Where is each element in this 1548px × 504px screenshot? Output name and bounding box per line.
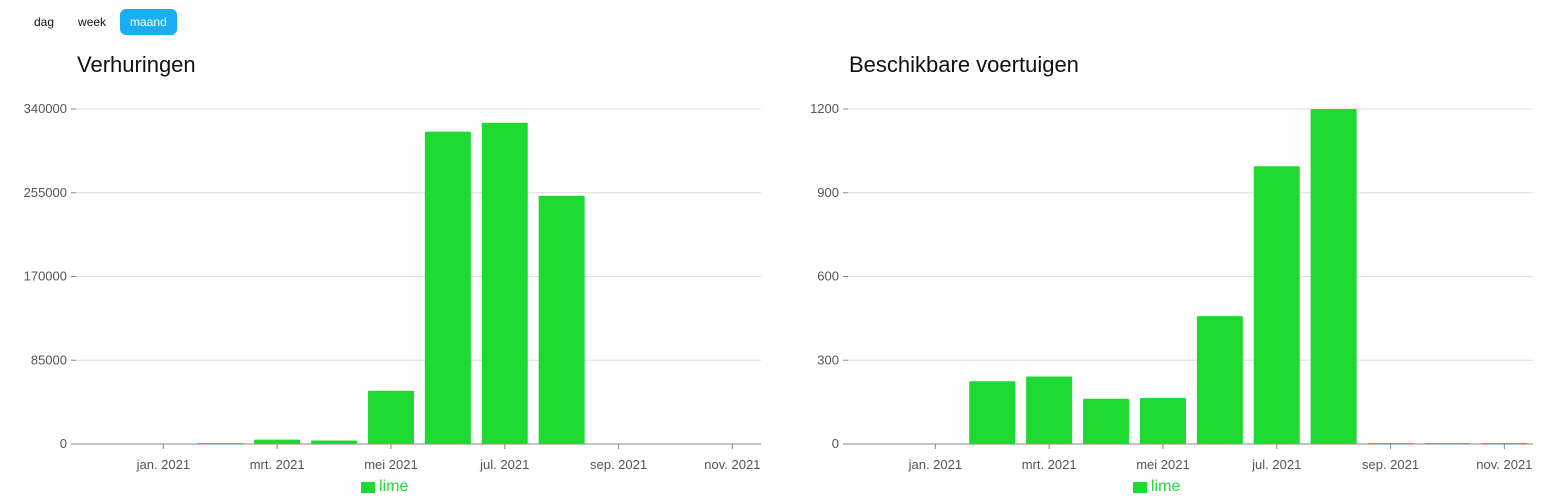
bar	[367, 390, 414, 444]
x-tick-label: nov. 2021	[1476, 457, 1532, 472]
x-tick-label: mei 2021	[364, 457, 417, 472]
bar	[311, 440, 358, 444]
chart-beschikbare-voertuigen: 0 300 600 900 1200 jan. 2021 mrt. 2021 mei 2021…	[810, 101, 1533, 472]
bar	[254, 439, 301, 444]
bar	[424, 131, 471, 445]
legend-swatch	[1133, 481, 1147, 493]
legend-label: lime	[1151, 478, 1181, 495]
bar	[1196, 316, 1243, 444]
x-tick-label: sep. 2021	[590, 457, 647, 472]
bar	[481, 122, 528, 444]
bar	[1424, 443, 1471, 444]
y-tick-label: 900	[817, 185, 839, 200]
x-tick-label: jan. 2021	[908, 457, 963, 472]
x-tick-label: nov. 2021	[704, 457, 760, 472]
period-button-week[interactable]: week	[78, 15, 107, 29]
legend-label: lime	[379, 478, 409, 495]
bar	[197, 443, 244, 444]
chart-verhuringen: 0 85000 170000 255000 340000 jan. 2021 mrt. 20…	[24, 101, 761, 472]
y-tick-label: 300	[817, 352, 839, 367]
period-selector: dag week maand	[24, 9, 181, 35]
y-tick-label: 170000	[24, 269, 67, 284]
bar	[969, 381, 1016, 444]
legend-verhuringen[interactable]: lime	[361, 478, 408, 496]
x-tick-label: mrt. 2021	[1022, 457, 1077, 472]
bar	[1310, 109, 1357, 444]
chart-title-verhuringen: Verhuringen	[77, 52, 196, 77]
y-tick-label: 340000	[24, 101, 67, 116]
y-tick-label: 0	[60, 436, 67, 451]
x-tick-label: mei 2021	[1136, 457, 1189, 472]
y-tick-label: 1200	[810, 101, 839, 116]
y-tick-label: 0	[832, 436, 839, 451]
x-tick-label: jul. 2021	[1251, 457, 1301, 472]
bar	[1253, 166, 1300, 444]
legend-swatch	[361, 481, 375, 493]
bar	[538, 195, 585, 444]
bar	[1083, 398, 1130, 444]
y-tick-label: 600	[817, 269, 839, 284]
bar	[1139, 397, 1186, 444]
bar	[1026, 376, 1073, 444]
bar	[1367, 443, 1414, 444]
chart-title-beschikbare-voertuigen: Beschikbare voertuigen	[849, 52, 1079, 77]
x-tick-label: jan. 2021	[136, 457, 191, 472]
x-tick-label: mrt. 2021	[250, 457, 305, 472]
bar	[1481, 443, 1528, 444]
period-button-maand[interactable]: maand	[120, 9, 177, 35]
x-tick-label: sep. 2021	[1362, 457, 1419, 472]
legend-beschikbare-voertuigen[interactable]: lime	[1133, 478, 1180, 496]
period-button-dag[interactable]: dag	[34, 15, 55, 29]
y-tick-label: 255000	[24, 185, 67, 200]
x-tick-label: jul. 2021	[479, 457, 529, 472]
y-tick-label: 85000	[31, 352, 67, 367]
